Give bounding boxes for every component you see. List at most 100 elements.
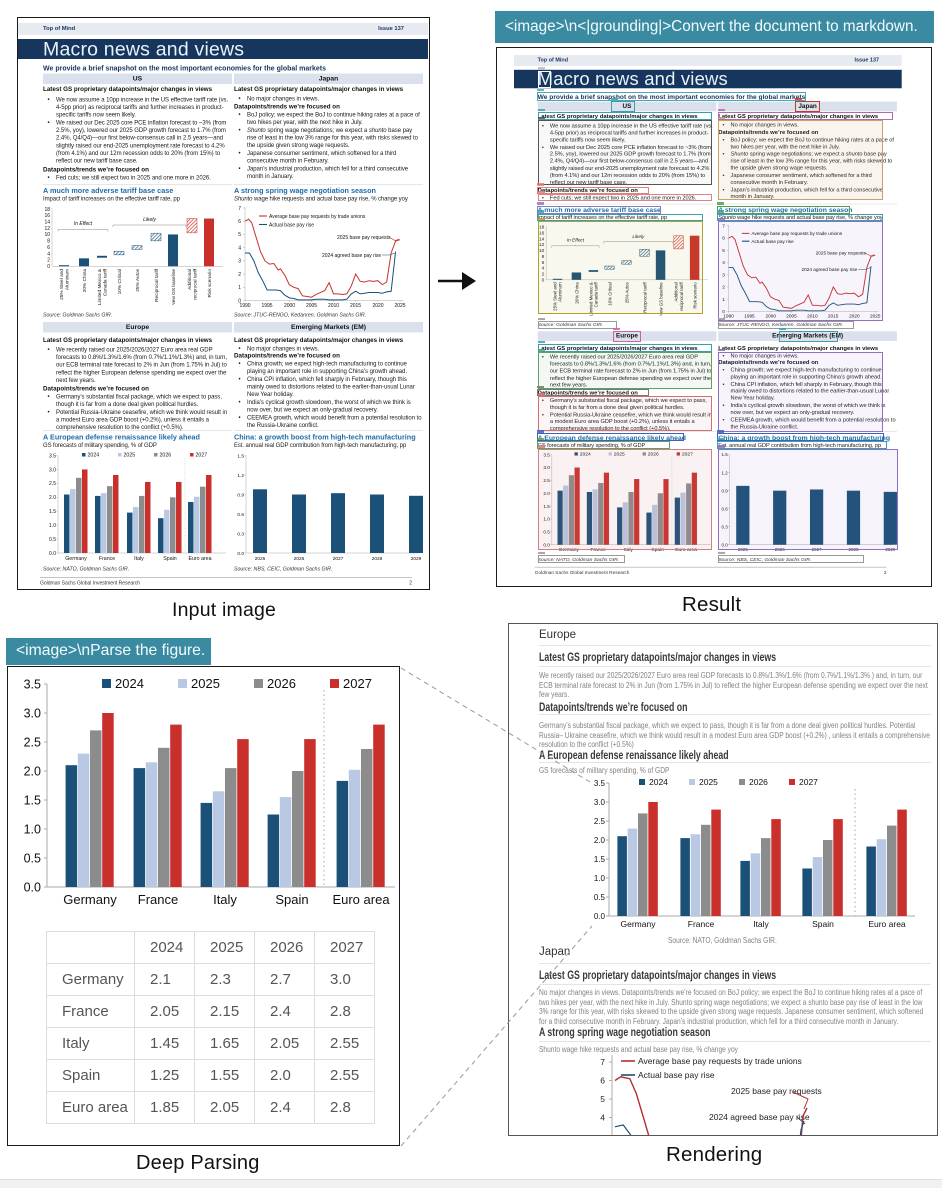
svg-text:Spain: Spain [651, 547, 664, 553]
svg-text:1.0: 1.0 [24, 823, 41, 837]
svg-text:Average base pay requests by t: Average base pay requests by trade union… [638, 1056, 802, 1066]
svg-text:7: 7 [238, 206, 241, 212]
svg-text:8: 8 [47, 239, 50, 245]
svg-text:2025: 2025 [123, 453, 135, 459]
svg-text:Limited Mexico &: Limited Mexico & [97, 268, 103, 305]
svg-text:2025: 2025 [614, 452, 625, 458]
svg-text:2029: 2029 [410, 556, 421, 562]
svg-text:2027: 2027 [343, 676, 372, 691]
svg-text:2.0: 2.0 [543, 491, 550, 496]
svg-text:0.5: 0.5 [49, 537, 56, 543]
svg-text:Italy: Italy [134, 556, 144, 562]
svg-text:Germany: Germany [63, 892, 117, 907]
svg-text:0.6: 0.6 [721, 506, 728, 511]
svg-text:4: 4 [722, 260, 725, 265]
svg-text:2026: 2026 [293, 556, 304, 562]
svg-text:10: 10 [44, 232, 50, 238]
svg-text:1995: 1995 [744, 313, 755, 318]
svg-text:0.0: 0.0 [237, 551, 244, 557]
svg-text:14: 14 [44, 220, 50, 226]
svg-text:2026: 2026 [749, 777, 768, 787]
svg-text:2010: 2010 [327, 303, 338, 309]
svg-text:5: 5 [600, 1094, 605, 1104]
svg-text:1.5: 1.5 [594, 855, 606, 864]
svg-text:1: 1 [238, 285, 241, 291]
svg-text:2: 2 [47, 258, 50, 264]
svg-text:1: 1 [722, 297, 725, 302]
svg-text:Reciprocal tariff: Reciprocal tariff [642, 282, 647, 313]
svg-text:Additional: Additional [674, 282, 679, 301]
svg-text:2025 base pay requests: 2025 base pay requests [816, 251, 867, 256]
svg-text:2026: 2026 [267, 676, 296, 691]
svg-text:Germany: Germany [559, 547, 580, 553]
svg-text:2.5: 2.5 [24, 736, 41, 750]
svg-text:1.5: 1.5 [49, 509, 56, 515]
svg-text:2025: 2025 [870, 313, 881, 318]
svg-text:3.5: 3.5 [543, 452, 550, 457]
svg-text:Euro area: Euro area [332, 892, 390, 907]
svg-text:reciprocal tariff: reciprocal tariff [192, 268, 198, 300]
svg-text:2: 2 [238, 272, 241, 278]
svg-text:2024: 2024 [115, 676, 144, 691]
svg-text:4: 4 [542, 266, 545, 271]
svg-text:0.5: 0.5 [543, 530, 550, 535]
svg-text:Actual base pay rise: Actual base pay rise [751, 239, 794, 244]
svg-text:Risk scenario: Risk scenario [207, 269, 213, 298]
svg-text:5: 5 [722, 248, 725, 253]
svg-text:Spain: Spain [812, 919, 834, 929]
svg-text:Average base pay requests by t: Average base pay requests by trade union… [751, 231, 842, 236]
svg-text:France: France [590, 547, 606, 553]
svg-text:2015: 2015 [349, 303, 360, 309]
svg-text:4: 4 [47, 251, 50, 257]
svg-text:2020: 2020 [372, 303, 383, 309]
svg-text:Italy: Italy [624, 547, 634, 553]
svg-text:18: 18 [539, 225, 545, 230]
svg-text:12: 12 [539, 242, 545, 247]
svg-text:2: 2 [722, 285, 725, 290]
svg-text:Italy: Italy [753, 919, 769, 929]
svg-text:12: 12 [44, 226, 50, 232]
svg-text:25% Steel and: 25% Steel and [553, 282, 558, 311]
svg-text:0: 0 [238, 298, 241, 304]
svg-text:2: 2 [542, 272, 545, 277]
svg-text:0: 0 [47, 264, 50, 270]
svg-text:Likely: Likely [632, 234, 645, 239]
svg-text:2.5: 2.5 [594, 817, 606, 826]
svg-text:0.0: 0.0 [24, 881, 41, 895]
svg-text:Average base pay requests by t: Average base pay requests by trade union… [269, 214, 366, 220]
svg-text:2015: 2015 [828, 313, 839, 318]
svg-text:1.2: 1.2 [237, 473, 244, 479]
svg-text:2025: 2025 [191, 676, 220, 691]
svg-text:2000: 2000 [765, 313, 776, 318]
svg-text:2.0: 2.0 [24, 765, 41, 779]
svg-text:Canada tariff: Canada tariff [102, 268, 108, 296]
svg-text:0.0: 0.0 [594, 912, 606, 921]
svg-text:1.5: 1.5 [237, 453, 244, 459]
svg-text:2.0: 2.0 [49, 495, 56, 501]
svg-text:0.0: 0.0 [543, 542, 550, 547]
svg-text:1.5: 1.5 [721, 452, 728, 457]
svg-text:6: 6 [238, 219, 241, 225]
svg-text:2026: 2026 [648, 452, 659, 458]
svg-text:6: 6 [600, 1076, 605, 1086]
svg-text:Actual base pay rise: Actual base pay rise [638, 1070, 715, 1080]
svg-text:Limited Mexico &: Limited Mexico & [588, 282, 593, 315]
svg-text:25% Autos: 25% Autos [624, 282, 629, 304]
svg-text:4: 4 [600, 1113, 605, 1123]
svg-text:2025: 2025 [699, 777, 718, 787]
svg-text:3.5: 3.5 [594, 779, 606, 788]
svg-text:2025 base pay requests: 2025 base pay requests [731, 1086, 822, 1096]
svg-text:1.0: 1.0 [543, 517, 550, 522]
svg-text:0.0: 0.0 [721, 542, 728, 547]
svg-text:France: France [138, 892, 178, 907]
svg-text:1.0: 1.0 [49, 523, 56, 529]
svg-text:In Effect: In Effect [567, 238, 585, 243]
svg-text:New GS baseline: New GS baseline [171, 269, 177, 305]
svg-text:1990: 1990 [239, 303, 250, 309]
svg-text:0.5: 0.5 [594, 893, 606, 902]
svg-text:0.6: 0.6 [237, 512, 244, 518]
svg-text:0.5: 0.5 [24, 852, 41, 866]
svg-text:0.9: 0.9 [237, 492, 244, 498]
svg-text:16: 16 [539, 230, 545, 235]
svg-text:2005: 2005 [305, 303, 316, 309]
